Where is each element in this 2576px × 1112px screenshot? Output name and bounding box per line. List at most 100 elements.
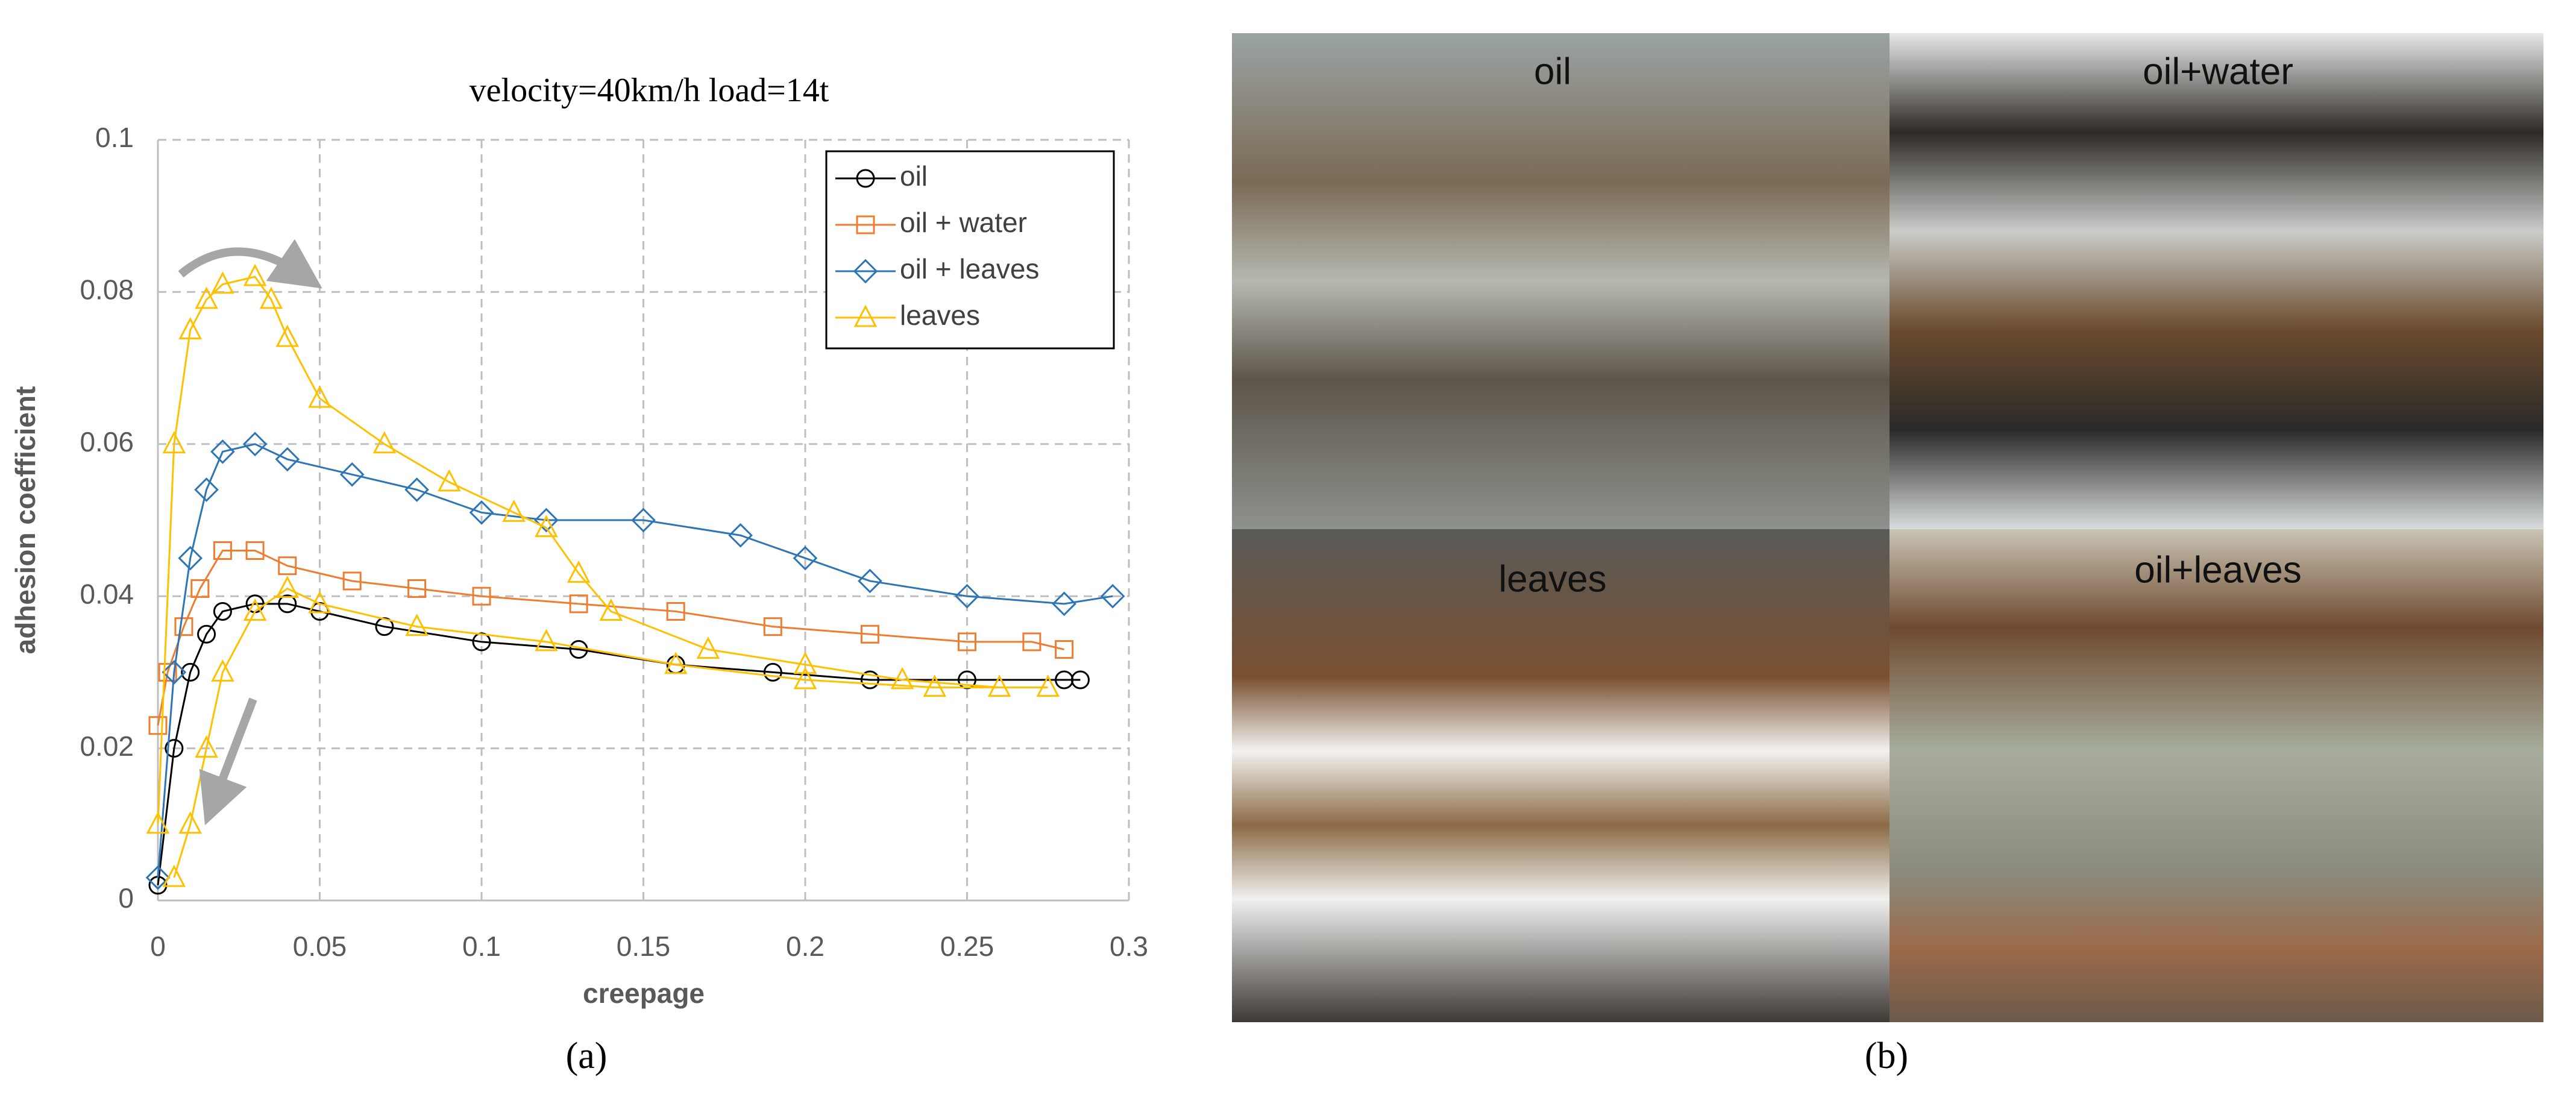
legend-marker [856,215,875,234]
marker [275,576,300,598]
marker [569,594,588,614]
x-tick-label: 0 [150,931,166,962]
legend-marker [853,259,878,284]
series-line [157,275,1048,878]
marker [162,431,186,454]
marker [259,286,283,309]
marker [190,579,210,598]
marker [438,469,461,492]
marker [763,617,782,636]
x-tick-label: 0.2 [786,931,825,962]
y-tick-label: 0.04 [80,578,134,609]
marker [195,735,218,758]
marker [1070,670,1090,690]
marker [178,811,202,834]
marker [162,660,187,685]
legend-label: oil + water [900,207,1027,238]
marker [728,523,753,548]
photo-label: oil [1534,51,1571,92]
marker [407,579,427,598]
marker [308,385,331,408]
marker [278,556,297,576]
marker [195,286,218,309]
x-tick-label: 0.15 [617,931,671,962]
marker [958,632,976,652]
marker [696,636,720,659]
marker [860,670,879,690]
panel-caption: (b) [1865,1035,1908,1076]
x-axis-title: creepage [583,978,705,1009]
marker [278,594,297,614]
marker [534,507,559,533]
marker [213,541,232,560]
marker [666,602,685,621]
marker [535,629,558,652]
marker [1055,640,1074,659]
marker [162,864,186,887]
legend: oil oil + water oil + leaves leaves [825,150,1115,350]
photo-panel: oil oil+water leaves oil+leaves [1232,33,2543,1022]
photo-label: oil+leaves [2134,549,2301,591]
marker [243,598,267,621]
marker [599,598,623,621]
marker [275,324,300,347]
photo-oil [1232,33,1890,529]
marker [148,716,168,735]
marker [1036,674,1060,697]
marker [339,462,365,487]
marker [1022,632,1041,652]
legend-marker [856,169,875,188]
legend-label: oil [900,160,928,192]
marker [194,477,219,502]
marker [923,674,947,697]
marker [469,500,494,525]
marker [174,617,193,636]
x-tick-label: 0.25 [940,931,994,962]
legend-label: oil + leaves [900,253,1039,284]
chart-title: velocity=40km/h load=14t [470,72,829,109]
marker [211,659,234,682]
marker [178,545,203,571]
marker [146,811,170,834]
legend-label: leaves [900,300,980,331]
photo-label: leaves [1498,558,1606,600]
x-tick-label: 0.1 [462,931,501,962]
direction-arrow [178,239,322,289]
marker [502,499,526,522]
photo-oil-leaves [1890,529,2543,1022]
marker [178,317,202,339]
legend-box [825,150,1115,350]
y-tick-label: 0.02 [80,730,134,762]
marker [858,568,882,594]
y-axis-title: adhesion coefficient [10,386,41,655]
marker [405,614,429,636]
direction-arrow [199,697,257,826]
photo-oil-water [1890,33,2543,529]
marker [213,602,232,621]
marker [631,507,656,533]
x-tick-label: 0.05 [293,931,347,962]
marker [275,447,300,472]
marker [197,624,216,644]
marker [955,583,979,609]
marker [245,541,265,560]
marker [158,662,177,682]
legend-marker [853,304,878,327]
marker [793,667,817,690]
marker [1052,591,1076,617]
marker [860,624,879,644]
marker [342,571,362,591]
x-tick-label: 0.3 [1110,931,1148,962]
plot-area: 0 0.02 0.04 0.06 0.08 0.1 0 0.05 0.1 0.15 0.2 0.25 0… [80,122,1148,962]
marker [793,652,817,674]
marker [181,662,200,682]
marker [308,591,331,614]
marker [242,432,268,457]
y-tick-label: 0.06 [80,426,134,457]
marker [243,263,267,286]
series-line [157,603,1081,885]
y-tick-label: 0.08 [80,274,134,306]
marker [567,560,591,583]
marker [987,674,1011,697]
